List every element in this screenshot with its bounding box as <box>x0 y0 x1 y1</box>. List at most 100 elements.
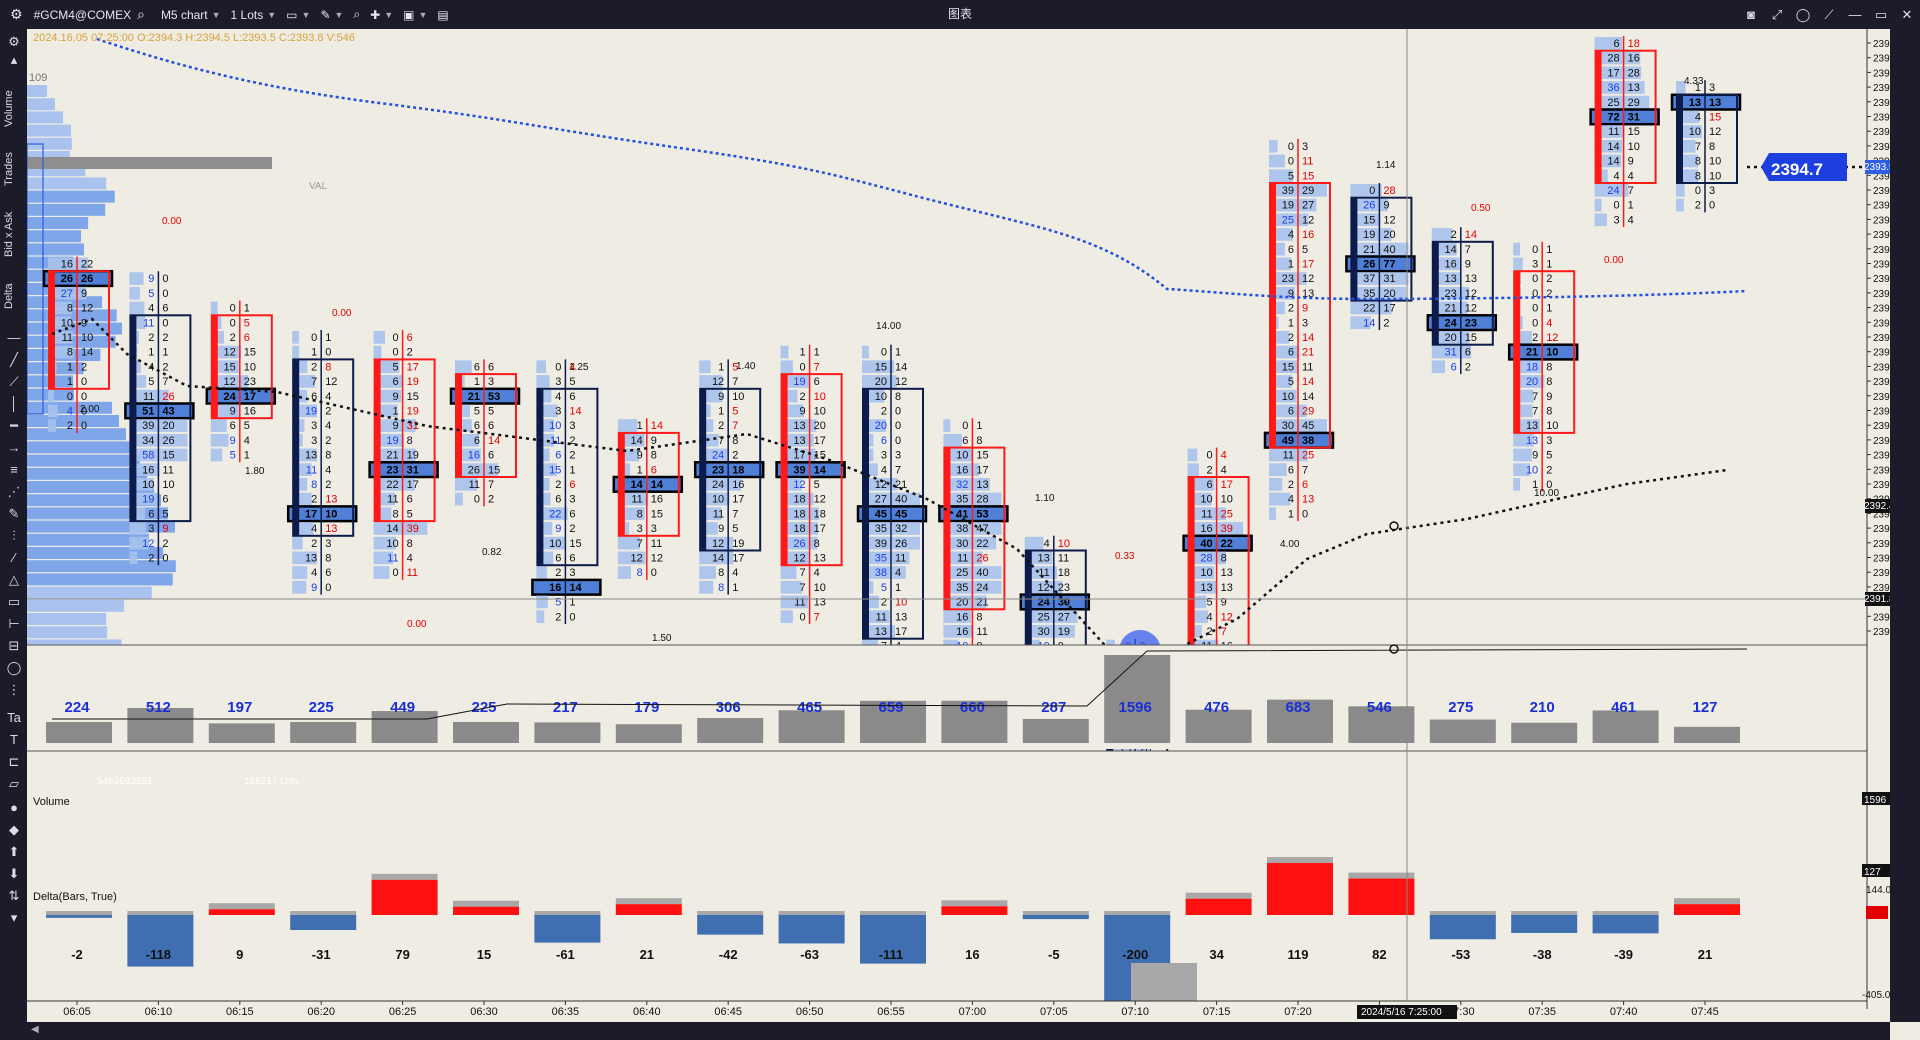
cell-volume-bar <box>292 345 300 359</box>
callout-icon[interactable]: ▱ <box>9 776 19 791</box>
symbol-label: #GCM4@COMEX <box>33 7 132 22</box>
ask-value: 77 <box>1383 259 1395 271</box>
ask-value: 29 <box>1302 185 1314 197</box>
delta-bar <box>697 915 764 935</box>
ask-value: 26 <box>162 391 174 403</box>
draw-tool-button[interactable]: ✎ ▼ <box>320 7 344 22</box>
ask-value: 3 <box>569 420 575 432</box>
cell-volume-bar <box>862 566 906 579</box>
crosshair-button[interactable]: ✚ ▼ <box>370 7 394 22</box>
ask-value: 9 <box>1546 391 1552 403</box>
horizontal-line-icon[interactable]: ━ <box>10 418 18 433</box>
chart-area[interactable]: 16 22 26 26 27 9 8 12 10 9 11 10 8 14 1 2 1 0 0 0 4 0 2 0 9 0 5 0 4 6… <box>26 29 1920 1022</box>
chevron-up-icon[interactable]: ▴ <box>10 52 18 67</box>
right-scroll-panel[interactable] <box>1890 29 1920 1022</box>
timeframe-selector[interactable]: M5 chart ▼ <box>156 0 226 29</box>
cell-volume-bar <box>780 610 793 623</box>
vertical-line-icon[interactable]: │ <box>9 396 19 411</box>
price-tick-label: 2394.1 <box>1873 245 1890 256</box>
ask-value: 15 <box>976 450 988 462</box>
ray-icon[interactable]: ⟋ <box>9 374 19 389</box>
ask-value: 14 <box>814 464 827 476</box>
chart-settings-icon[interactable]: ⚙ <box>10 6 23 22</box>
search-icon[interactable]: ⌕ <box>137 6 145 22</box>
maximize-icon[interactable]: ▭ <box>1874 7 1888 22</box>
brush-icon[interactable]: ✎ <box>8 506 20 521</box>
cell-volume-bar <box>373 345 382 359</box>
arrow-up-marker-icon[interactable]: ⬆ <box>8 844 20 859</box>
channel-icon[interactable]: ≡ <box>10 462 18 477</box>
delta-value: -111 <box>879 947 904 962</box>
close-icon[interactable]: ✕ <box>1901 7 1913 22</box>
cell-volume-bar <box>210 433 229 447</box>
volume-ma-line <box>52 648 1748 720</box>
line-tool-icon[interactable]: — <box>7 330 21 345</box>
ask-value: 40 <box>895 494 907 506</box>
lots-selector[interactable]: 1 Lots ▼ <box>226 0 282 29</box>
cell-volume-bar <box>1350 316 1371 329</box>
cell-volume-bar <box>373 566 390 579</box>
chevron-down-icon[interactable]: ▾ <box>10 910 18 925</box>
tab-volume[interactable]: Volume <box>3 90 15 128</box>
ask-value: 4 <box>1628 170 1634 182</box>
trendline-icon[interactable]: ╱ <box>10 352 18 367</box>
ellipse-icon[interactable]: ◯ <box>6 660 22 675</box>
ask-value: 10 <box>81 332 93 344</box>
ask-value: 12 <box>1383 214 1395 226</box>
rectangle-icon[interactable]: ▭ <box>7 594 21 609</box>
bid-value: 38 <box>875 567 887 579</box>
tab-trades[interactable]: Trades <box>3 152 15 186</box>
bid-value: 2 <box>881 597 887 609</box>
gann-icon[interactable]: ⁄ <box>12 550 16 565</box>
bid-value: 2 <box>311 361 317 373</box>
ruler-icon[interactable]: ⊟ <box>8 638 20 653</box>
poc-cell <box>1345 255 1416 273</box>
camera-icon[interactable]: ◙ <box>1747 7 1755 22</box>
ask-value: 0 <box>651 567 657 579</box>
zoom-icon[interactable]: ⌕ <box>353 7 361 21</box>
measure-icon[interactable]: ⊢ <box>8 616 20 631</box>
arrow-down-marker-icon[interactable]: ⬇ <box>8 866 20 881</box>
minimize-icon[interactable]: — <box>1848 7 1862 22</box>
symbol-selector[interactable]: #GCM4@COMEX ⌕ <box>29 0 156 29</box>
bid-value: 23 <box>1445 288 1457 300</box>
expand-icon[interactable]: ⤢ <box>1771 7 1783 22</box>
delta-bar <box>534 915 601 943</box>
circle-marker-icon[interactable]: ● <box>10 800 18 815</box>
template-icon[interactable]: ▤ <box>437 7 449 22</box>
ask-value: 12 <box>1302 273 1314 285</box>
triangle-icon[interactable]: △ <box>9 572 19 587</box>
cell-volume-bar <box>210 345 242 359</box>
fibonacci-icon[interactable]: ⫶ <box>12 528 16 543</box>
ask-value: 45 <box>895 508 907 520</box>
circle-menu-icon[interactable]: ◯ <box>1795 7 1811 22</box>
ask-value: 19 <box>407 450 419 462</box>
tab-delta[interactable]: Delta <box>3 283 15 310</box>
sort-icon[interactable]: ⇅ <box>8 888 20 903</box>
ask-value: 13 <box>814 553 826 565</box>
tab-bid-ask[interactable]: Bid x Ask <box>3 211 15 257</box>
settings-icon[interactable]: ⚙ <box>8 34 20 49</box>
bid-value: 14 <box>386 523 398 535</box>
ask-value: 0 <box>1546 479 1552 491</box>
pitchfork-icon[interactable]: ⋰ <box>7 484 21 499</box>
window-layout-button[interactable]: ▣ ▼ <box>403 7 428 22</box>
bid-value: 5 <box>881 582 887 594</box>
arrow-icon[interactable]: → <box>7 440 21 455</box>
delta-value: -63 <box>800 947 819 962</box>
chart-mode-button[interactable]: ▭ ▼ <box>286 7 311 22</box>
text-icon[interactable]: T <box>10 732 18 747</box>
horizontal-scrollbar[interactable]: ◀ <box>27 1022 1890 1040</box>
pin-icon[interactable]: ⟋ <box>1824 7 1834 22</box>
diamond-marker-icon[interactable]: ◆ <box>9 822 19 837</box>
label-icon[interactable]: ⊏ <box>8 754 20 769</box>
volume-value: 465 <box>797 699 822 716</box>
ask-value: 10 <box>814 582 826 594</box>
scroll-left-icon[interactable]: ◀ <box>31 1024 39 1035</box>
ask-value: 0 <box>1302 508 1308 520</box>
delta-bar <box>1592 915 1659 934</box>
dots-icon[interactable]: ⋮ <box>7 682 21 697</box>
bid-value: 1 <box>1288 317 1294 329</box>
text-style-icon[interactable]: Ta <box>7 710 21 725</box>
